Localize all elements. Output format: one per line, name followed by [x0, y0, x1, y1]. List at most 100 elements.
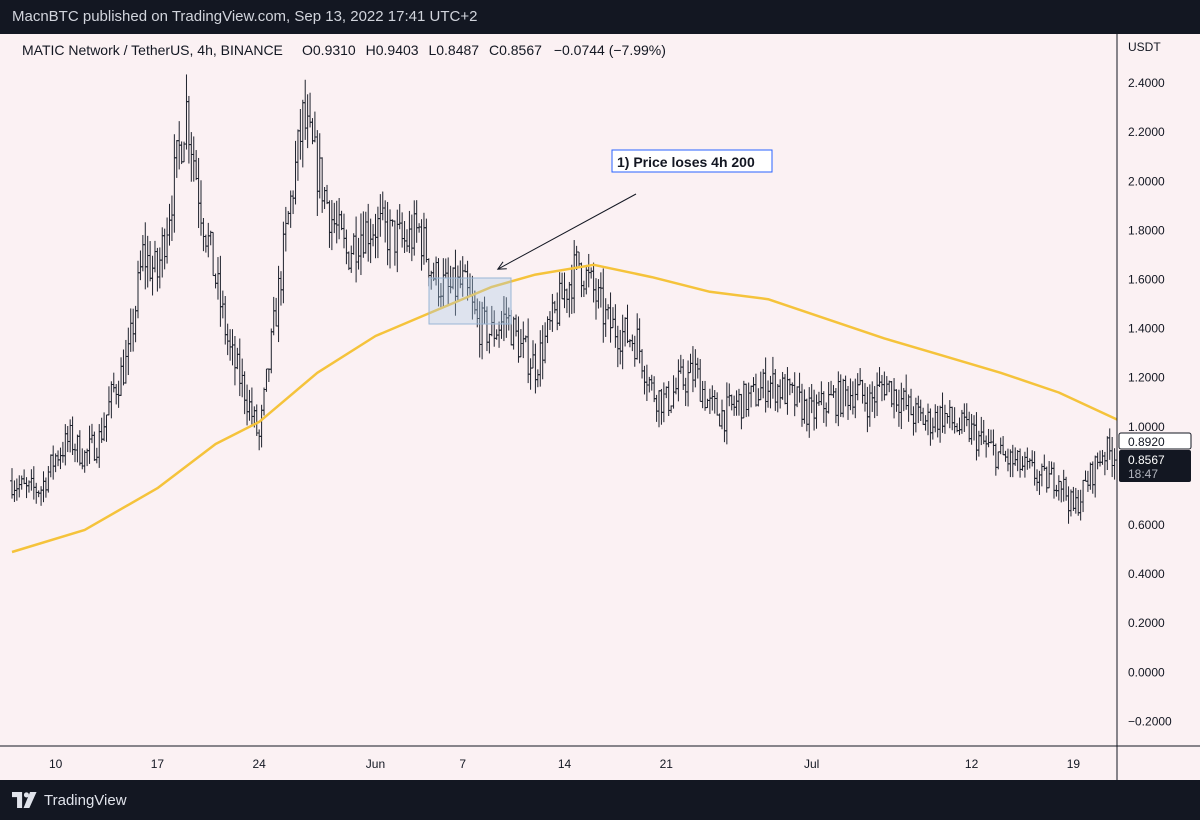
candle-299	[734, 390, 739, 416]
candle-243	[598, 272, 603, 308]
candle-150	[373, 213, 378, 259]
candle-111	[278, 271, 283, 306]
candle-133	[332, 202, 337, 234]
candle-254	[625, 304, 630, 344]
price-label-1: 0.8567	[1128, 453, 1165, 467]
candle-21	[60, 441, 65, 463]
candle-282	[693, 349, 698, 388]
chart-panel[interactable]: 1) Price loses 4h 200 MATIC Network / Te…	[0, 34, 1200, 780]
candle-28	[77, 430, 82, 466]
candle-272	[669, 405, 674, 414]
candle-142	[354, 216, 359, 283]
candle-436	[1066, 486, 1071, 524]
candle-447	[1093, 455, 1098, 498]
candle-76	[194, 150, 199, 181]
candle-381	[933, 404, 938, 433]
candle-126	[315, 130, 320, 216]
candle-161	[400, 212, 405, 248]
time-axis-tick-2: 24	[252, 757, 266, 771]
candle-405	[991, 429, 996, 456]
candle-316	[775, 383, 780, 413]
candle-385	[942, 404, 947, 434]
candle-241	[594, 278, 599, 320]
candle-266	[654, 394, 659, 422]
candle-451	[1102, 451, 1107, 476]
candle-27	[75, 434, 80, 463]
candle-448	[1095, 452, 1100, 470]
candle-391	[957, 417, 962, 436]
candle-437	[1068, 489, 1073, 517]
candle-70	[179, 141, 184, 165]
tradingview-logo[interactable]: TradingView	[12, 790, 127, 810]
candle-323	[792, 372, 797, 417]
candle-353	[865, 386, 870, 433]
candle-407	[996, 451, 1001, 470]
candle-136	[339, 210, 344, 231]
candle-258	[635, 313, 640, 360]
candle-421	[1030, 450, 1035, 467]
ma-200-line	[11, 263, 1118, 554]
candle-116	[291, 190, 296, 215]
candle-65	[167, 203, 172, 246]
candle-452	[1105, 436, 1110, 471]
candle-209	[516, 316, 521, 363]
candle-225	[555, 292, 560, 331]
candle-132	[329, 200, 334, 251]
candle-318	[780, 371, 785, 400]
candle-137	[341, 213, 346, 249]
candle-73	[186, 95, 191, 164]
annotation-arrow-line	[497, 193, 637, 270]
candle-348	[853, 378, 858, 419]
annotation-box[interactable]	[611, 149, 773, 173]
candle-322	[790, 382, 795, 394]
footer: TradingView	[0, 780, 1200, 820]
candle-13	[41, 471, 46, 503]
candle-347	[850, 381, 855, 415]
candle-168	[417, 223, 422, 233]
candle-46	[121, 349, 126, 386]
time-axis-tick-9: 19	[1067, 757, 1081, 771]
candle-238	[586, 253, 591, 288]
candle-77	[196, 157, 201, 229]
candle-276	[678, 354, 683, 374]
candle-86	[218, 255, 223, 327]
candle-383	[938, 405, 943, 443]
candle-314	[770, 356, 775, 399]
candle-231	[569, 264, 574, 314]
candle-154	[383, 200, 388, 243]
candle-67	[172, 134, 177, 233]
candle-380	[930, 417, 935, 440]
candle-171	[424, 218, 429, 263]
price-label-box-0	[1118, 432, 1192, 450]
ma-layer	[11, 263, 1118, 554]
candle-398	[974, 412, 979, 461]
candle-102	[257, 429, 262, 451]
candle-72	[184, 74, 189, 150]
candle-317	[778, 379, 783, 409]
candle-145	[361, 211, 366, 258]
candle-432	[1056, 475, 1061, 501]
time-axis-tick-5: 14	[558, 757, 572, 771]
candle-315	[773, 369, 778, 411]
candle-384	[940, 392, 945, 433]
candle-319	[783, 373, 788, 405]
candle-9	[31, 466, 36, 500]
candle-411	[1005, 448, 1010, 472]
candle-345	[846, 386, 851, 420]
candle-337	[826, 382, 831, 414]
candle-259	[637, 318, 642, 364]
candle-291	[715, 392, 720, 416]
candle-366	[896, 389, 901, 427]
candle-15	[46, 466, 51, 493]
price-chart[interactable]: 1) Price loses 4h 200 MATIC Network / Te…	[0, 34, 1200, 780]
price-axis-tick-12: 0.0000	[1128, 665, 1165, 679]
candle-53	[138, 250, 143, 281]
candle-414	[1013, 447, 1018, 466]
candle-211	[521, 321, 526, 359]
candle-220	[543, 322, 548, 364]
candle-122	[305, 94, 310, 149]
candle-321	[787, 378, 792, 396]
candle-45	[119, 357, 124, 396]
candle-358	[877, 367, 882, 387]
candle-125	[312, 111, 317, 143]
